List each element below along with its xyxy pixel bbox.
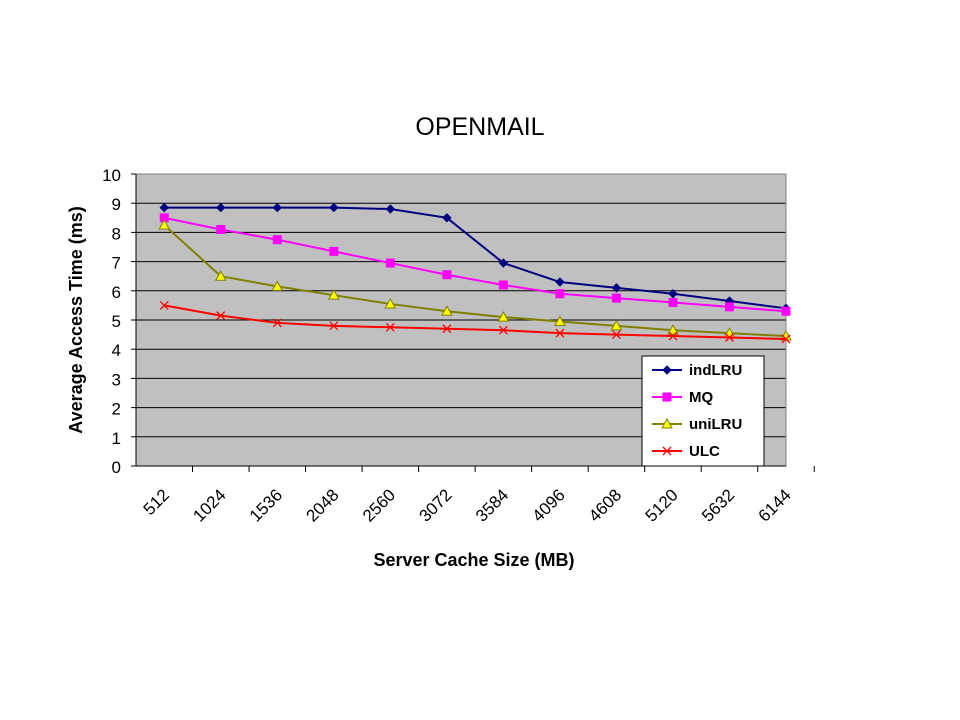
series-unilru xyxy=(158,219,792,341)
y-tick-label: 9 xyxy=(112,195,121,214)
data-point xyxy=(611,283,622,293)
y-tick-label: 2 xyxy=(112,400,121,419)
data-point xyxy=(554,315,566,326)
x-tick-label: 4096 xyxy=(529,485,569,525)
x-tick-label: 5120 xyxy=(642,485,682,525)
legend-item-indlru: indLRU xyxy=(652,362,742,379)
y-tick-label: 3 xyxy=(112,370,121,389)
data-point xyxy=(442,213,452,223)
data-point xyxy=(441,305,453,316)
legend: indLRU MQ uniLRU ULC xyxy=(641,355,765,467)
data-point xyxy=(329,321,339,331)
x-axis-label: Server Cache Size (MB) xyxy=(373,550,574,570)
data-point xyxy=(724,302,734,312)
data-point xyxy=(159,300,169,310)
data-point xyxy=(216,224,226,234)
y-tick-label: 1 xyxy=(112,429,121,448)
x-tick-label: 6144 xyxy=(755,485,795,525)
legend-label: MQ xyxy=(689,389,713,406)
series-line xyxy=(164,216,787,313)
data-point xyxy=(385,258,395,268)
x-tick-label: 512 xyxy=(140,485,173,518)
plot-area: 0 1 2 3 4 5 6 7 8 9 10 512 1024 1536 2048 2560 3072 3584 4… xyxy=(102,166,815,526)
x-tick-label: 1024 xyxy=(189,485,229,525)
x-tick-label: 3584 xyxy=(472,485,512,525)
data-point xyxy=(384,297,397,309)
data-point xyxy=(216,311,226,321)
legend-label: ULC xyxy=(689,443,720,460)
data-point xyxy=(498,325,508,335)
data-point xyxy=(555,289,565,299)
series-mq xyxy=(159,213,791,316)
data-point xyxy=(667,324,679,335)
series-line xyxy=(164,206,787,310)
data-point xyxy=(662,365,672,375)
data-point xyxy=(385,322,395,332)
data-point xyxy=(498,258,509,268)
legend-item-mq: MQ xyxy=(652,389,713,406)
y-tick-label: 10 xyxy=(102,166,121,185)
data-point xyxy=(780,330,792,341)
x-tick-label: 2048 xyxy=(302,485,342,525)
y-axis-label: Average Access Time (ms) xyxy=(66,206,86,433)
x-tick-label: 1536 xyxy=(246,485,286,525)
data-point xyxy=(662,392,672,402)
data-point xyxy=(497,311,510,322)
data-point xyxy=(610,319,623,331)
x-tick-label: 4608 xyxy=(585,485,625,525)
data-point xyxy=(668,289,678,299)
data-point xyxy=(555,328,565,338)
data-point xyxy=(668,331,678,341)
data-point xyxy=(498,280,508,290)
data-point xyxy=(159,202,169,213)
series-line xyxy=(163,224,787,338)
y-tick-label: 7 xyxy=(112,254,121,273)
data-point xyxy=(272,202,283,213)
y-tick-label: 6 xyxy=(112,283,121,302)
data-point xyxy=(385,204,396,214)
data-point xyxy=(158,219,171,230)
data-point xyxy=(327,289,340,300)
legend-label: uniLRU xyxy=(689,416,742,433)
data-point xyxy=(668,297,678,307)
data-point xyxy=(611,293,621,303)
data-point xyxy=(329,202,339,213)
y-tick-label: 5 xyxy=(112,312,121,331)
data-point xyxy=(272,318,282,328)
legend-label: indLRU xyxy=(689,362,742,379)
y-tick-label: 4 xyxy=(112,341,121,360)
data-point xyxy=(781,306,791,316)
data-point xyxy=(781,334,791,344)
x-tick-label: 5632 xyxy=(698,485,738,525)
legend-item-unilru: uniLRU xyxy=(652,416,742,433)
data-point xyxy=(272,235,282,245)
y-tick-label: 8 xyxy=(112,224,121,243)
data-point xyxy=(442,270,452,280)
legend-box xyxy=(641,355,765,467)
legend-item-ulc: ULC xyxy=(652,443,720,460)
data-point xyxy=(555,277,565,287)
data-point xyxy=(725,333,734,342)
data-point xyxy=(442,324,452,334)
data-point xyxy=(271,280,284,291)
data-point xyxy=(661,417,673,429)
x-tick-label: 2560 xyxy=(359,485,399,525)
data-point xyxy=(611,330,621,340)
y-tick-label: 0 xyxy=(112,458,121,477)
series-line xyxy=(164,304,787,340)
chart-title: OPENMAIL xyxy=(415,113,544,141)
series-ulc xyxy=(159,300,791,344)
data-point xyxy=(329,246,339,256)
x-tick-label: 3072 xyxy=(416,485,456,525)
data-point xyxy=(214,270,227,281)
data-point xyxy=(662,446,672,456)
data-point xyxy=(216,202,226,213)
